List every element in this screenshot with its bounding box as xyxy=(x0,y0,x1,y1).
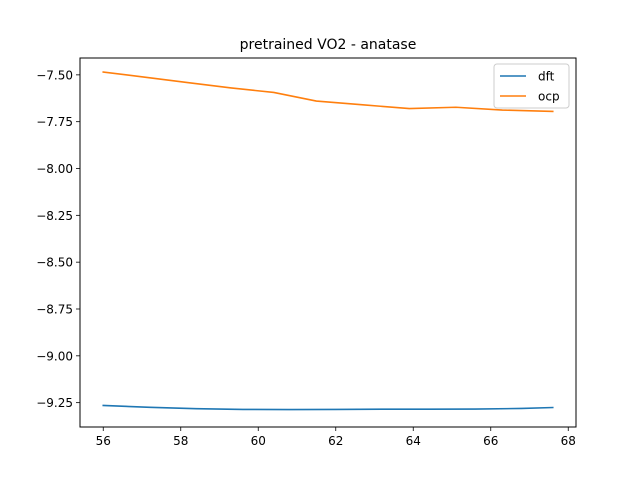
legend-label-ocp: ocp xyxy=(538,90,560,104)
x-tick-label: 62 xyxy=(328,434,343,448)
y-tick-label: −8.75 xyxy=(36,302,73,316)
plot-area-frame xyxy=(79,57,577,428)
x-tick-label: 66 xyxy=(483,434,498,448)
y-tick-label: −8.50 xyxy=(36,256,73,270)
y-tick-label: −8.25 xyxy=(36,209,73,223)
x-tick-label: 64 xyxy=(406,434,421,448)
y-tick-label: −8.00 xyxy=(36,162,73,176)
series-layer xyxy=(102,71,554,411)
x-tick-label: 68 xyxy=(561,434,576,448)
legend-box xyxy=(493,63,570,109)
y-axis: −7.50 −7.75 −8.00 −8.25 −8.50 −8.75 −9.00 −9.25 xyxy=(36,68,80,410)
x-axis: 56 58 60 62 64 66 68 xyxy=(96,427,576,448)
legend-label-dft: dft xyxy=(538,70,555,84)
series-line-ocp xyxy=(102,71,554,113)
y-tick-label: −9.00 xyxy=(36,349,73,363)
y-tick-label: −7.50 xyxy=(36,68,73,82)
x-tick-label: 58 xyxy=(173,434,188,448)
x-tick-label: 60 xyxy=(251,434,266,448)
legend: dft ocp xyxy=(493,63,570,109)
y-tick-label: −9.25 xyxy=(36,396,73,410)
x-tick-label: 56 xyxy=(96,434,111,448)
y-tick-label: −7.75 xyxy=(36,115,73,129)
chart-title: pretrained VO2 - anatase xyxy=(240,37,417,53)
series-line-dft xyxy=(102,404,554,411)
